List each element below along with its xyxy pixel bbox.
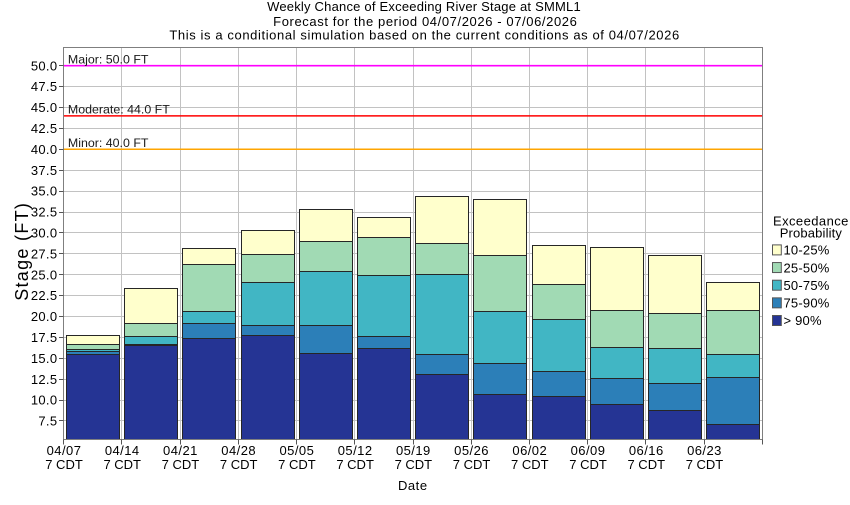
svg-text:7 CDT: 7 CDT <box>511 457 549 472</box>
svg-text:7 CDT: 7 CDT <box>686 457 724 472</box>
svg-text:06/23: 06/23 <box>687 443 722 458</box>
svg-text:25-50%: 25-50% <box>784 260 830 275</box>
svg-text:30.0: 30.0 <box>31 226 58 241</box>
svg-text:> 90%: > 90% <box>784 313 822 328</box>
svg-text:04/21: 04/21 <box>163 443 198 458</box>
svg-text:This is a conditional simulati: This is a conditional simulation based o… <box>169 27 679 42</box>
svg-text:7 CDT: 7 CDT <box>453 457 491 472</box>
svg-text:10.0: 10.0 <box>31 393 58 408</box>
svg-text:7 CDT: 7 CDT <box>220 457 258 472</box>
svg-text:25.0: 25.0 <box>31 267 58 282</box>
svg-text:Exceedance: Exceedance <box>773 214 849 229</box>
svg-text:Stage (FT): Stage (FT) <box>12 202 32 301</box>
svg-text:10-25%: 10-25% <box>784 243 830 258</box>
svg-text:75-90%: 75-90% <box>784 296 830 311</box>
svg-text:7 CDT: 7 CDT <box>278 457 316 472</box>
svg-text:22.5: 22.5 <box>31 288 58 303</box>
svg-text:7 CDT: 7 CDT <box>395 457 433 472</box>
svg-text:Major: 50.0 FT: Major: 50.0 FT <box>68 53 149 67</box>
svg-text:7 CDT: 7 CDT <box>45 457 83 472</box>
svg-text:Date: Date <box>398 478 428 493</box>
svg-text:04/28: 04/28 <box>221 443 256 458</box>
svg-text:06/16: 06/16 <box>629 443 664 458</box>
svg-text:50.0: 50.0 <box>31 58 58 73</box>
svg-text:05/19: 05/19 <box>396 443 431 458</box>
svg-text:7 CDT: 7 CDT <box>103 457 141 472</box>
svg-text:Forecast for the period 04/07/: Forecast for the period 04/07/2026 - 07/… <box>273 14 577 29</box>
svg-text:45.0: 45.0 <box>31 100 58 115</box>
svg-text:05/05: 05/05 <box>280 443 315 458</box>
svg-text:06/09: 06/09 <box>571 443 606 458</box>
svg-text:40.0: 40.0 <box>31 142 58 157</box>
svg-text:Weekly Chance of Exceeding Riv: Weekly Chance of Exceeding River Stage a… <box>267 0 581 14</box>
svg-text:05/12: 05/12 <box>338 443 373 458</box>
svg-text:12.5: 12.5 <box>31 372 58 387</box>
svg-text:7 CDT: 7 CDT <box>162 457 200 472</box>
svg-text:06/02: 06/02 <box>512 443 547 458</box>
svg-text:42.5: 42.5 <box>31 121 58 136</box>
svg-text:32.5: 32.5 <box>31 205 58 220</box>
svg-text:Probability: Probability <box>780 226 843 241</box>
svg-text:37.5: 37.5 <box>31 163 58 178</box>
svg-text:04/14: 04/14 <box>105 443 140 458</box>
svg-text:35.0: 35.0 <box>31 184 58 199</box>
svg-text:27.5: 27.5 <box>31 246 58 261</box>
svg-text:50-75%: 50-75% <box>784 278 830 293</box>
svg-text:7.5: 7.5 <box>38 414 57 429</box>
svg-text:47.5: 47.5 <box>31 79 58 94</box>
svg-text:Minor: 40.0 FT: Minor: 40.0 FT <box>68 136 149 150</box>
svg-text:Moderate: 44.0 FT: Moderate: 44.0 FT <box>68 103 170 117</box>
svg-text:15.0: 15.0 <box>31 351 58 366</box>
svg-text:7 CDT: 7 CDT <box>336 457 374 472</box>
svg-text:05/26: 05/26 <box>454 443 489 458</box>
svg-text:04/07: 04/07 <box>47 443 82 458</box>
svg-text:7 CDT: 7 CDT <box>627 457 665 472</box>
svg-text:17.5: 17.5 <box>31 330 58 345</box>
svg-text:7 CDT: 7 CDT <box>569 457 607 472</box>
svg-text:20.0: 20.0 <box>31 309 58 324</box>
